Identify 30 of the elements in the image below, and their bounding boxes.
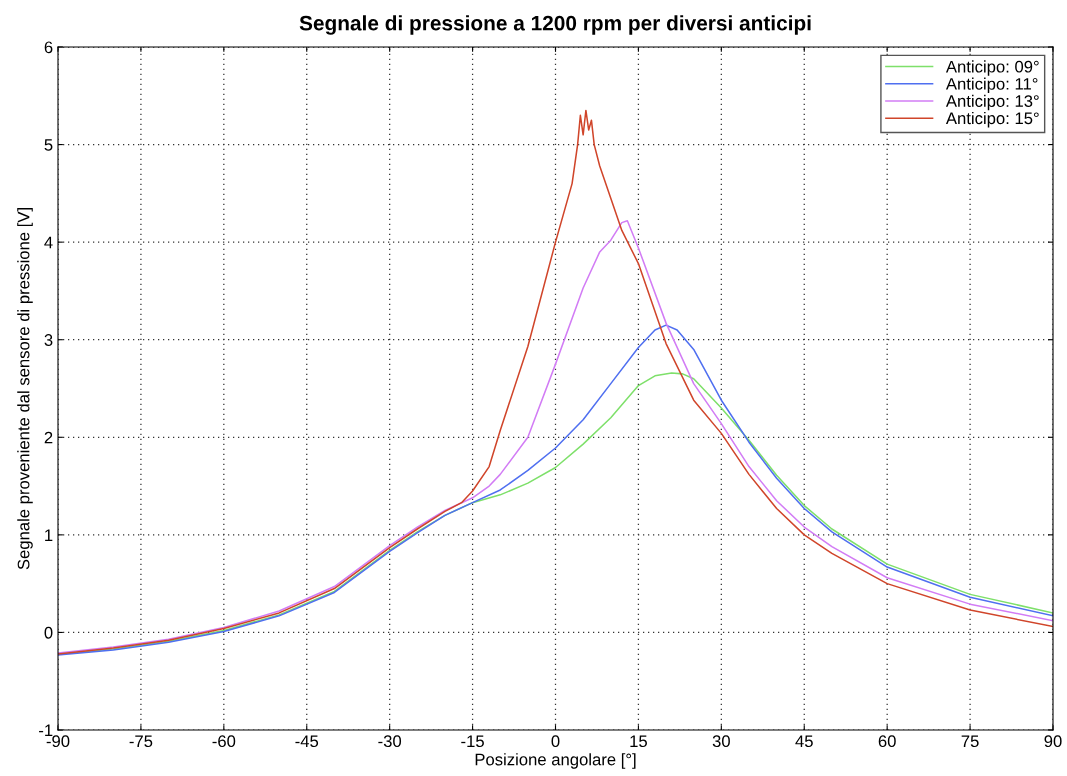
y-tick-label: 5 — [44, 139, 53, 151]
legend-label: Anticipo: 15° — [945, 111, 1039, 128]
y-tick-label: 3 — [44, 334, 53, 346]
y-tick-label: 4 — [44, 236, 53, 249]
x-tick-label: 45 — [795, 735, 813, 748]
y-tick-label: 0 — [44, 626, 53, 639]
legend-label: Anticipo: 09° — [945, 60, 1039, 76]
x-tick-label: -75 — [129, 735, 153, 748]
x-tick-label: 75 — [961, 735, 979, 748]
x-tick-label: 15 — [630, 735, 647, 748]
line-series — [58, 219, 1053, 654]
x-tick-label: 0 — [551, 735, 560, 748]
x-tick-label: -45 — [295, 735, 319, 748]
x-tick-label: -30 — [378, 735, 402, 748]
chart-title: Segnale di pressione a 1200 rpm per diversi anticipi — [299, 15, 811, 35]
y-tick-label: 2 — [44, 431, 53, 444]
x-tick-label: -90 — [46, 735, 70, 748]
legend-label: Anticipo: 13° — [945, 94, 1039, 111]
y-tick-label: -1 — [39, 724, 53, 737]
x-axis-title: Posizione angolare [°] — [475, 753, 636, 769]
x-tick-label: 60 — [878, 735, 896, 748]
legend-label: Anticipo: 11° — [945, 77, 1038, 94]
x-tick-label: 30 — [712, 735, 730, 748]
y-axis-title: Segnale proveniente dal sensore di pressione [V] — [17, 208, 33, 570]
y-tick-label: 6 — [44, 41, 53, 54]
x-tick-label: -15 — [461, 735, 484, 748]
y-tick-label: 1 — [45, 529, 53, 541]
line-series — [58, 109, 1053, 655]
x-tick-label: -60 — [212, 735, 236, 748]
x-tick-label: 90 — [1044, 735, 1062, 748]
